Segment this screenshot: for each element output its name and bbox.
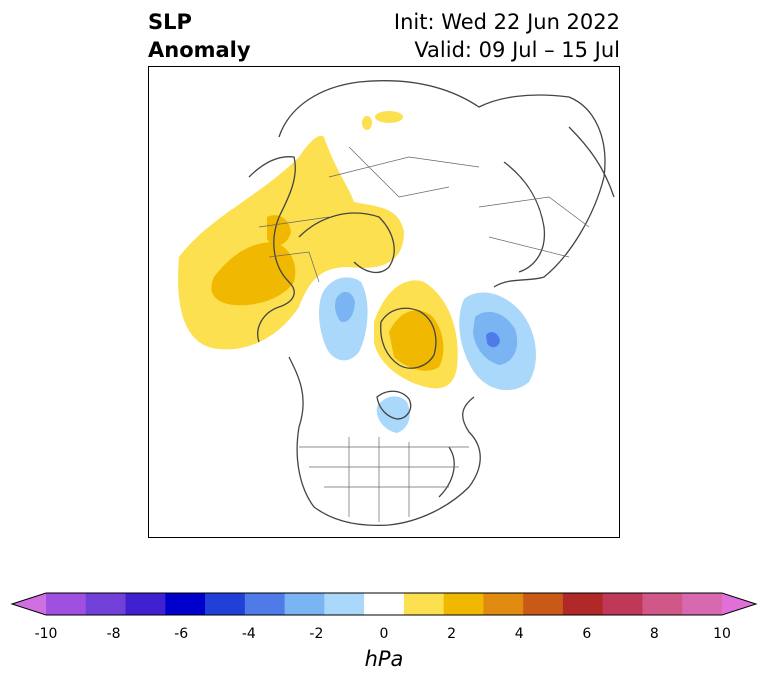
map-title: SLP Anomaly	[148, 8, 251, 64]
map-panel	[148, 66, 620, 538]
colorbar-segment	[523, 593, 564, 615]
init-date: Init: Wed 22 Jun 2022	[393, 10, 620, 34]
anomaly-positive-europe	[178, 135, 404, 350]
colorbar-tick-label: 6	[582, 626, 592, 642]
colorbar	[10, 592, 758, 616]
anomaly-negative-barents	[319, 277, 368, 361]
valid-period: Valid: 09 Jul – 15 Jul	[414, 38, 620, 62]
colorbar-segment	[602, 593, 643, 615]
anomaly-positive-greenland	[374, 280, 458, 389]
colorbar-tick-label: -2	[309, 626, 324, 642]
title-line-2: Anomaly	[148, 38, 251, 62]
colorbar-segment	[642, 593, 683, 615]
colorbar-segment	[244, 593, 286, 615]
anomaly-positive-siberia	[362, 111, 403, 130]
anomaly-negative-hudson	[376, 396, 410, 433]
title-line-1: SLP	[148, 10, 192, 34]
colorbar-tick-label: 0	[379, 626, 389, 642]
colorbar-segment	[125, 593, 166, 615]
country-borders	[258, 146, 590, 522]
colorbar-unit-label: hPa	[364, 647, 404, 671]
colorbar-segment	[483, 593, 524, 615]
colorbar-tick-label: -4	[241, 626, 256, 642]
colorbar-extend-min	[12, 593, 46, 615]
colorbar-tick-label: 2	[447, 626, 457, 642]
colorbar-segment	[562, 593, 604, 615]
colorbar-tick-label: 8	[649, 626, 659, 642]
colorbar-segment	[165, 593, 206, 615]
colorbar-segment	[205, 593, 246, 615]
colorbar-segment	[443, 593, 484, 615]
colorbar-segment	[284, 593, 325, 615]
colorbar-outline	[10, 592, 758, 616]
colorbar-segment	[324, 593, 365, 615]
coastlines	[248, 80, 615, 527]
colorbar-tick-label: 10	[713, 626, 731, 642]
colorbar-segment	[682, 593, 723, 615]
colorbar-segment	[85, 593, 127, 615]
colorbar-tick-label: -6	[174, 626, 189, 642]
map-svg	[178, 80, 615, 527]
colorbar-extend-max	[722, 593, 756, 615]
colorbar-segment	[364, 593, 405, 615]
colorbar-segment	[46, 593, 87, 615]
colorbar-tick-label: -8	[106, 626, 121, 642]
colorbar-segment	[403, 593, 445, 615]
anomaly-negative-bering	[459, 292, 536, 391]
colorbar-tick-label: -10	[34, 626, 58, 642]
colorbar-tick-label: 4	[514, 626, 524, 642]
map-dates: Init: Wed 22 Jun 2022 Valid: 09 Jul – 15…	[394, 8, 620, 64]
